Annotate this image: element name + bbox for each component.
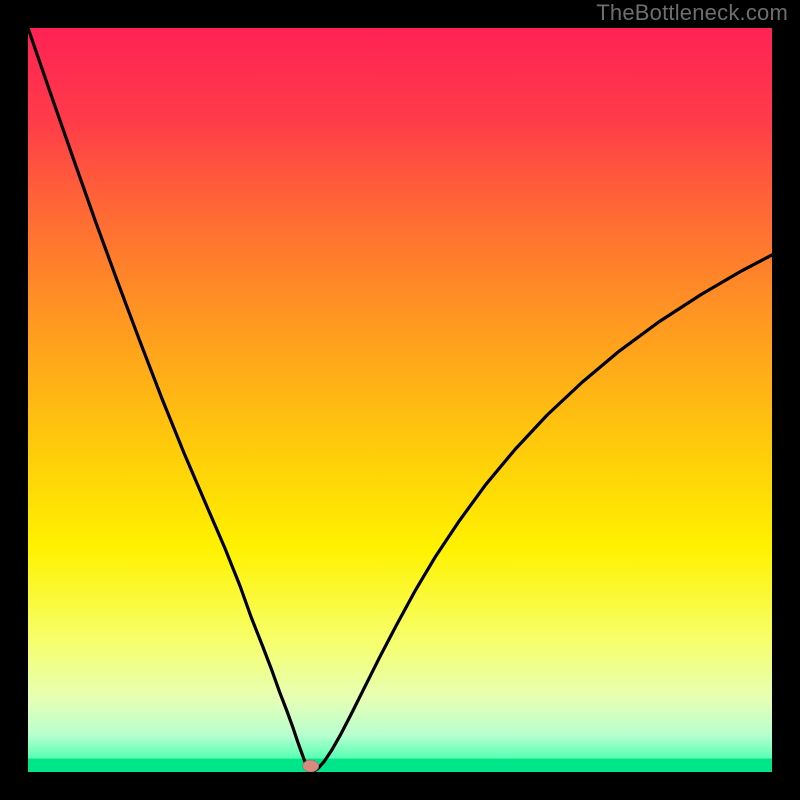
gradient-background [28,28,772,772]
bottom-green-strip [28,759,772,772]
optimal-point-marker [303,760,319,772]
bottleneck-curve-chart [28,28,772,772]
plot-area [28,28,772,772]
watermark-text: TheBottleneck.com [596,0,788,26]
